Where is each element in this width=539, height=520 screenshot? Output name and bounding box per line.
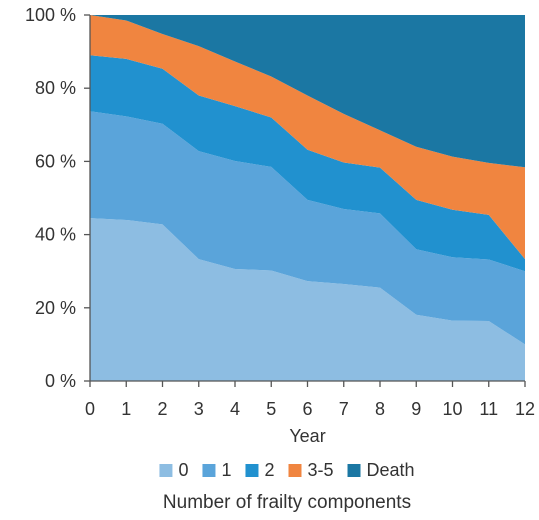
x-axis-title: Year [289,426,325,446]
legend-label: 3-5 [307,460,333,480]
legend-swatch [202,464,216,477]
legend-swatch [347,464,361,477]
legend-item: Death [347,460,415,480]
x-tick-label: 5 [266,399,276,419]
x-tick-label: 1 [121,399,131,419]
area-series-death [90,15,525,168]
y-tick-label: 0 % [45,371,76,391]
legend-label: 1 [221,460,231,480]
legend-item: 3-5 [288,460,334,480]
x-tick-label: 4 [230,399,240,419]
legend-item: 2 [245,460,274,480]
y-tick-label: 80 % [35,78,76,98]
x-tick-label: 11 [479,399,498,419]
x-tick-label: 8 [375,399,385,419]
legend-swatch [245,464,259,477]
x-tick-label: 9 [411,399,421,419]
area-series-2 [90,55,525,272]
x-tick-label: 10 [442,399,462,419]
y-tick-label: 20 % [35,298,76,318]
legend-swatch [159,464,173,477]
x-tick-label: 2 [157,399,167,419]
legend-item: 1 [202,460,231,480]
areas-layer [90,15,525,381]
legend: 0 1 2 3-5 Death [159,460,415,480]
x-tick-label: 0 [85,399,95,419]
area-series-1 [90,111,525,345]
x-tick-label: 12 [515,399,535,419]
x-ticks-layer: 0 1 2 3 4 5 6 7 8 9 10 11 12 [85,381,535,419]
x-tick-label: 3 [194,399,204,419]
legend-title: Number of frailty components [163,492,411,513]
x-tick-label: 6 [302,399,312,419]
area-series-3-5 [90,15,525,260]
legend-label: Death [367,460,415,480]
area-series-0 [90,218,525,381]
legend-label: 2 [264,460,274,480]
y-tick-label: 100 % [25,5,76,25]
y-tick-label: 40 % [35,225,76,245]
x-tick-label: 7 [339,399,349,419]
y-ticks-layer: 0 % 20 % 40 % 60 % 80 % 100 % [25,5,90,391]
y-tick-label: 60 % [35,151,76,171]
legend-swatch [288,464,302,477]
legend-label: 0 [178,460,188,480]
legend-item: 0 [159,460,188,480]
